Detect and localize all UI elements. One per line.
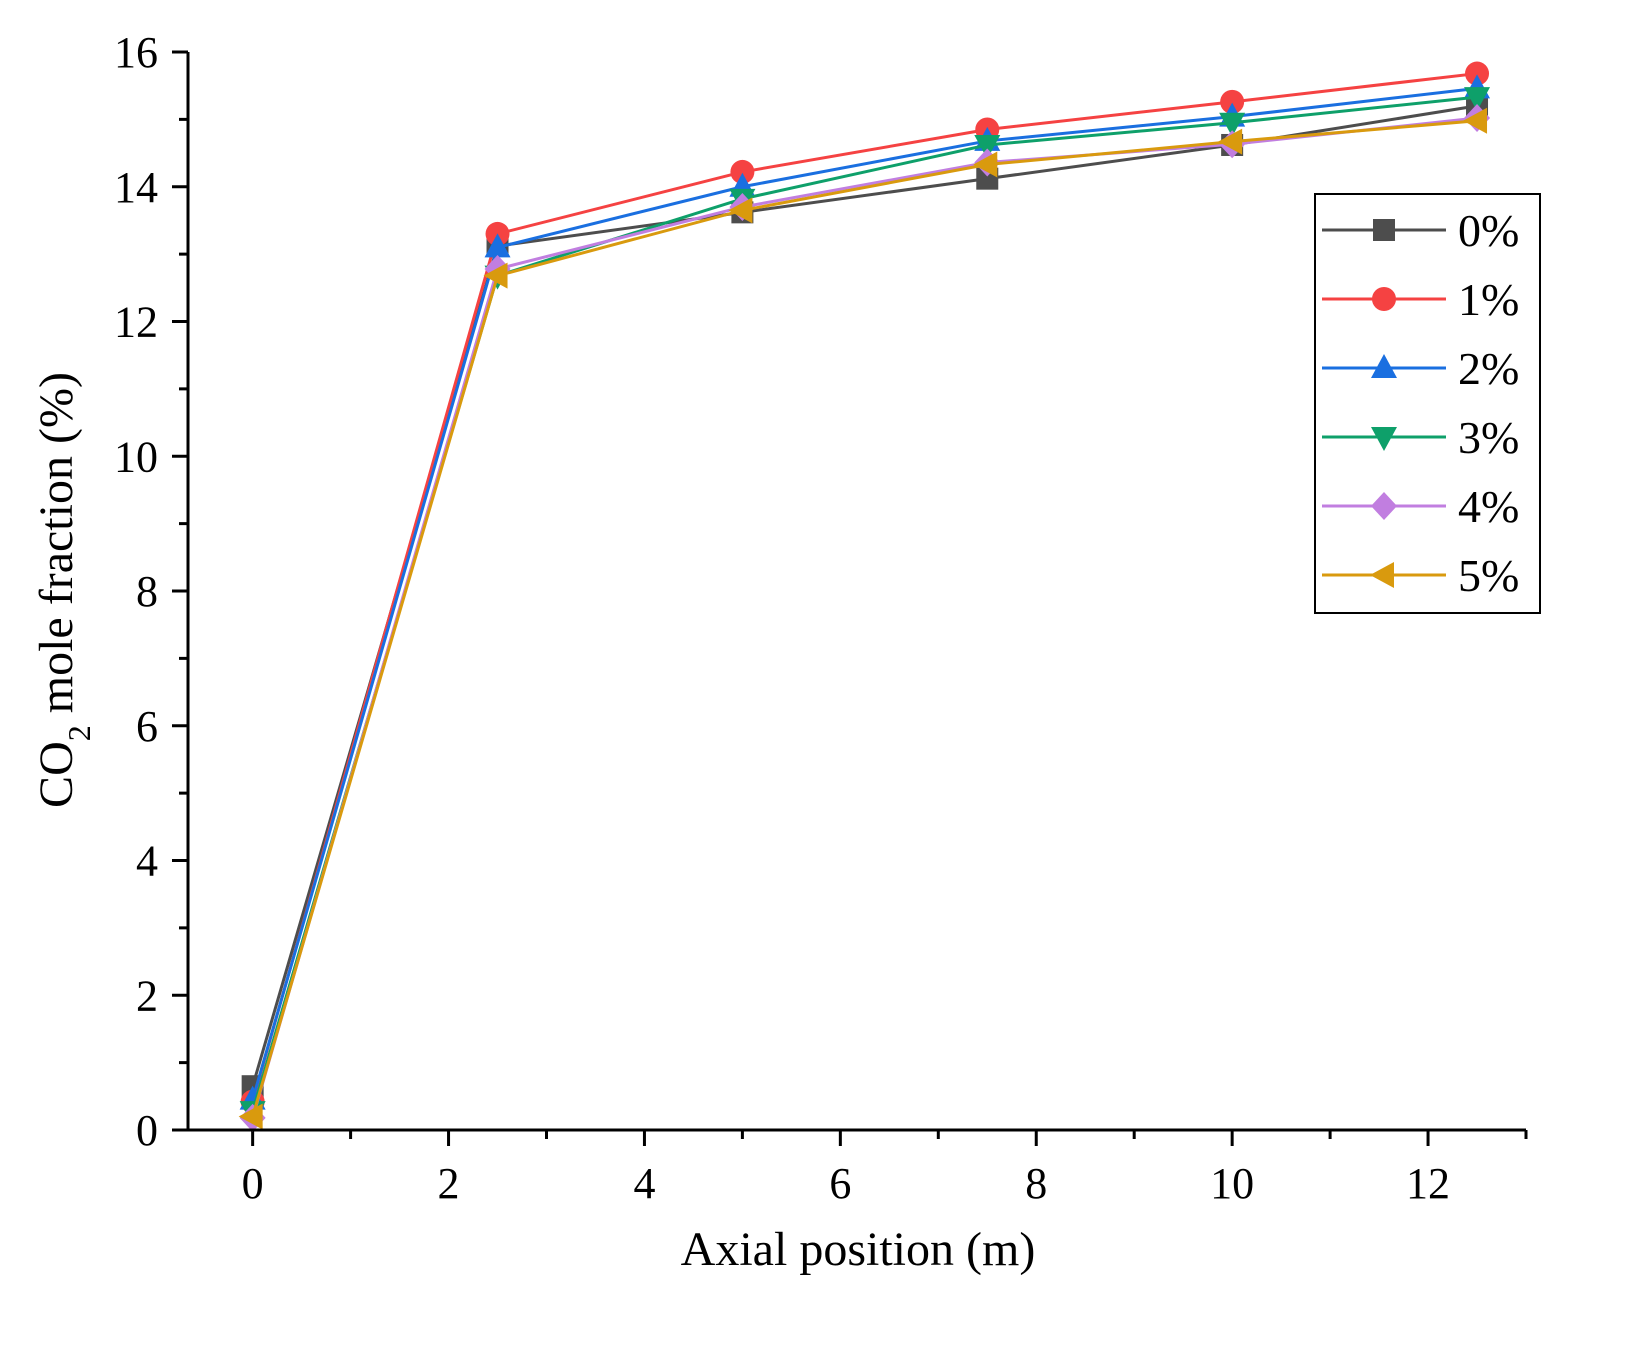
series-line bbox=[251, 116, 1478, 1119]
legend-item: 5% bbox=[1322, 550, 1519, 601]
legend-label: 5% bbox=[1458, 550, 1519, 601]
legend-item: 1% bbox=[1322, 274, 1519, 325]
series-2pct bbox=[239, 74, 1491, 1110]
data-point bbox=[238, 1103, 263, 1130]
data-point bbox=[1463, 107, 1488, 134]
y-axis-title: CO2 mole fraction (%) bbox=[30, 372, 97, 808]
legend-marker bbox=[1371, 492, 1397, 520]
legend-marker bbox=[1373, 219, 1395, 241]
axis-labels: Axial position (m) CO2 mole fraction (%) bbox=[30, 372, 1035, 1276]
y-tick-label: 0 bbox=[136, 1106, 158, 1155]
data-point bbox=[974, 134, 1001, 159]
legend-item: 4% bbox=[1322, 481, 1519, 532]
series-line bbox=[251, 86, 1478, 1101]
series-line bbox=[251, 95, 1478, 1112]
y-tick-label: 10 bbox=[114, 432, 158, 481]
legend-marker bbox=[1372, 287, 1396, 311]
data-point bbox=[1464, 87, 1491, 112]
legend-label: 2% bbox=[1458, 343, 1519, 394]
data-point bbox=[730, 159, 755, 184]
series-3pct bbox=[239, 87, 1491, 1126]
data-point bbox=[973, 151, 998, 178]
legend-item: 3% bbox=[1322, 412, 1519, 463]
legend: 0% 1% 2% 3% 4% 5% bbox=[1314, 193, 1541, 614]
axis-ticks: 0 2 4 6 8 10 12 0 2 4 6 8 10 12 14 16 bbox=[114, 28, 1528, 1208]
y-tick-label: 12 bbox=[114, 298, 158, 347]
x-tick-label: 6 bbox=[829, 1159, 851, 1208]
x-tick-label: 10 bbox=[1210, 1159, 1254, 1208]
x-tick-label: 2 bbox=[438, 1159, 460, 1208]
legend-label: 1% bbox=[1458, 274, 1519, 325]
legend-marker bbox=[1370, 562, 1394, 588]
x-tick-label: 0 bbox=[242, 1159, 264, 1208]
x-tick-label: 8 bbox=[1025, 1159, 1047, 1208]
data-point bbox=[484, 233, 511, 258]
legend-label: 3% bbox=[1458, 412, 1519, 463]
data-point bbox=[1220, 89, 1245, 114]
series-5pct bbox=[238, 107, 1488, 1130]
x-axis-title: Axial position (m) bbox=[681, 1223, 1036, 1276]
data-point bbox=[483, 262, 508, 289]
series-line bbox=[251, 104, 1478, 1087]
series-4pct bbox=[239, 104, 1491, 1132]
data-point bbox=[1218, 128, 1243, 155]
data-point bbox=[728, 197, 753, 224]
data-point bbox=[1465, 61, 1490, 86]
legend-item: 2% bbox=[1322, 343, 1519, 394]
legend-box bbox=[1314, 193, 1541, 614]
legend-label: 0% bbox=[1458, 205, 1519, 256]
data-point bbox=[1219, 112, 1246, 137]
series-1pct bbox=[240, 61, 1490, 1114]
series-line bbox=[251, 119, 1478, 1117]
y-tick-label: 4 bbox=[136, 837, 158, 886]
legend-label: 4% bbox=[1458, 481, 1519, 532]
x-tick-label: 12 bbox=[1406, 1159, 1450, 1208]
x-tick-label: 4 bbox=[633, 1159, 655, 1208]
series-0pct bbox=[241, 94, 1489, 1098]
legend-marker bbox=[1371, 427, 1397, 451]
y-tick-label: 6 bbox=[136, 702, 158, 751]
legend-item: 0% bbox=[1322, 205, 1519, 256]
plot-series bbox=[238, 61, 1491, 1132]
axes bbox=[186, 52, 1526, 1132]
series-line bbox=[251, 72, 1478, 1103]
y-tick-label: 14 bbox=[114, 163, 158, 212]
y-tick-label: 8 bbox=[136, 567, 158, 616]
legend-marker bbox=[1371, 354, 1397, 378]
y-tick-label: 2 bbox=[136, 971, 158, 1020]
y-tick-label: 16 bbox=[114, 28, 158, 77]
